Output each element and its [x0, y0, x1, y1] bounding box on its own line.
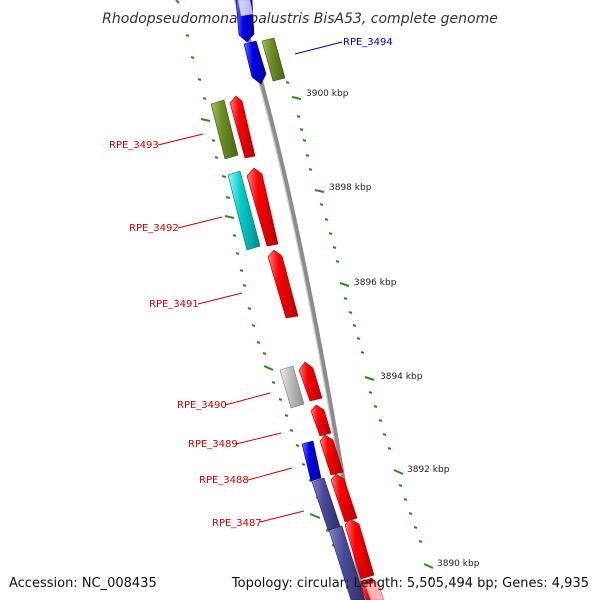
tick-label: 3894 kbp: [380, 372, 423, 382]
gene-label-rpe-3487[interactable]: RPE_3487: [212, 518, 262, 529]
gene-arrow[interactable]: [246, 167, 279, 247]
gene-box[interactable]: [311, 477, 341, 531]
gene-label-rpe-3494[interactable]: RPE_3494: [343, 37, 393, 48]
map-title: Rhodopseudomonas palustris BisA53, compl…: [102, 11, 498, 27]
tick-label: 3892 kbp: [407, 465, 450, 475]
gene-arrow[interactable]: [310, 404, 332, 437]
gene-label-rpe-3489[interactable]: RPE_3489: [188, 439, 238, 450]
gene-box[interactable]: [261, 37, 286, 82]
gene-arrow[interactable]: [243, 40, 267, 85]
genome-summary-text: Topology: circular; Length: 5,505,494 bp…: [231, 576, 589, 591]
inner-dash-ring: [175, 0, 347, 574]
gene-arrow[interactable]: [344, 518, 375, 580]
gene-label-rpe-3492[interactable]: RPE_3492: [129, 223, 179, 234]
tick-label: 3898 kbp: [329, 183, 372, 193]
outer-dash-ring: [270, 39, 434, 580]
tick-label: 3896 kbp: [354, 278, 397, 288]
tick-label: 3900 kbp: [306, 89, 349, 99]
gene-label-rpe-3490[interactable]: RPE_3490: [177, 400, 227, 411]
gene-box[interactable]: [227, 170, 261, 251]
gene-arrow[interactable]: [298, 361, 323, 402]
gene-box[interactable]: [210, 99, 239, 160]
gene-arrow[interactable]: [301, 440, 322, 482]
gene-arrow[interactable]: [229, 95, 256, 159]
gene-arrow[interactable]: [319, 434, 344, 476]
gene-box[interactable]: [328, 525, 366, 600]
gene-arrow[interactable]: [330, 473, 358, 523]
gene-label-rpe-3488[interactable]: RPE_3488: [199, 475, 249, 486]
gene-arrow[interactable]: [267, 249, 299, 319]
gene-arrow[interactable]: [364, 581, 385, 600]
coordinate-ticks: 3900 kbp 3898 kbp 3896 kbp 3894 kbp 3892…: [306, 89, 480, 569]
accession-text: Accession: NC_008435: [9, 576, 157, 591]
gene-box[interactable]: [279, 365, 305, 409]
gene-arrow[interactable]: [237, 0, 254, 17]
tick-label: 3890 kbp: [437, 559, 480, 569]
gene-labels: RPE_3494 RPE_3493 RPE_3492 RPE_3491 RPE_…: [109, 37, 393, 529]
gene-label-rpe-3493[interactable]: RPE_3493: [109, 140, 159, 151]
gene-label-rpe-3491[interactable]: RPE_3491: [149, 299, 199, 310]
